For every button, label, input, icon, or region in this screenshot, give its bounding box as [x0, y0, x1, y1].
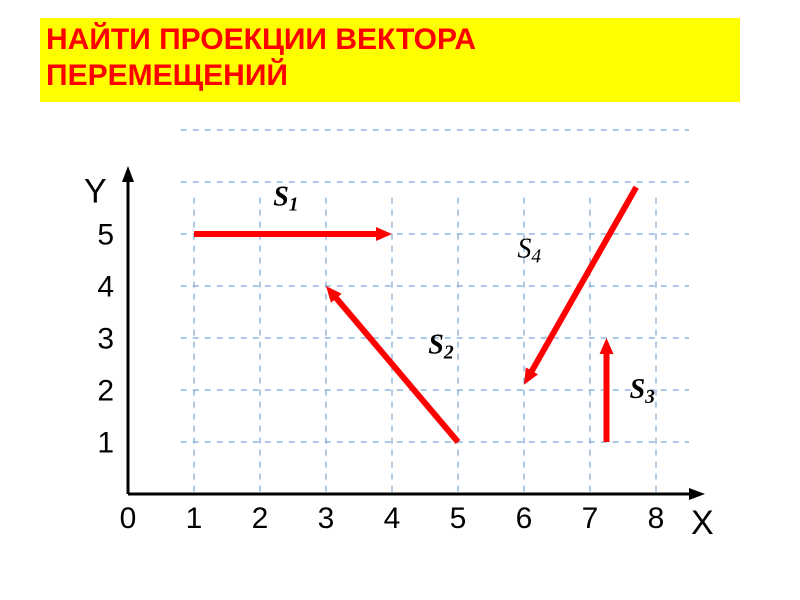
- y-tick-label: 3: [97, 323, 114, 356]
- x-tick-label: 5: [450, 502, 467, 535]
- y-tick-label: 2: [97, 375, 114, 408]
- vector-s1-arrowhead: [376, 227, 392, 241]
- y-tick-label: 1: [97, 427, 114, 460]
- x-tick-label: 6: [516, 502, 533, 535]
- tick-labels-layer: 0 1 2 3 4 5 6 7 8 1 2 3 4 5 X Y: [84, 172, 714, 542]
- x-tick-label: 8: [648, 502, 665, 535]
- y-axis-label: Y: [84, 172, 107, 210]
- vector-s3-arrowhead: [600, 338, 614, 354]
- x-tick-label: 4: [384, 502, 401, 535]
- x-tick-label: 7: [582, 502, 599, 535]
- vector-label-s3: S3: [630, 374, 656, 408]
- vector-label-s4: S4: [517, 233, 541, 267]
- vector-chart: 0 1 2 3 4 5 6 7 8 1 2 3 4 5 X Y S1 S2 S3 S4: [40, 120, 760, 560]
- x-tick-label: 2: [252, 502, 269, 535]
- vector-s4: [529, 187, 636, 376]
- x-tick-label: 1: [186, 502, 203, 535]
- title-box: НАЙТИ ПРОЕКЦИИ ВЕКТОРА ПЕРЕМЕЩЕНИЙ: [40, 18, 740, 102]
- title-line-2: ПЕРЕМЕЩЕНИЙ: [46, 58, 734, 94]
- vector-label-s2: S2: [428, 330, 454, 364]
- title-line-1: НАЙТИ ПРОЕКЦИИ ВЕКТОРА: [46, 22, 734, 58]
- vector-label-s1: S1: [273, 181, 298, 215]
- x-axis-label: X: [691, 504, 714, 542]
- y-tick-label: 4: [97, 271, 114, 304]
- x-tick-label: 0: [120, 502, 137, 535]
- vector-s2: [332, 293, 458, 442]
- grid-layer: [181, 130, 689, 494]
- x-tick-label: 3: [318, 502, 335, 535]
- y-tick-label: 5: [97, 219, 114, 252]
- chart-container: 0 1 2 3 4 5 6 7 8 1 2 3 4 5 X Y S1 S2 S3 S4: [40, 120, 760, 560]
